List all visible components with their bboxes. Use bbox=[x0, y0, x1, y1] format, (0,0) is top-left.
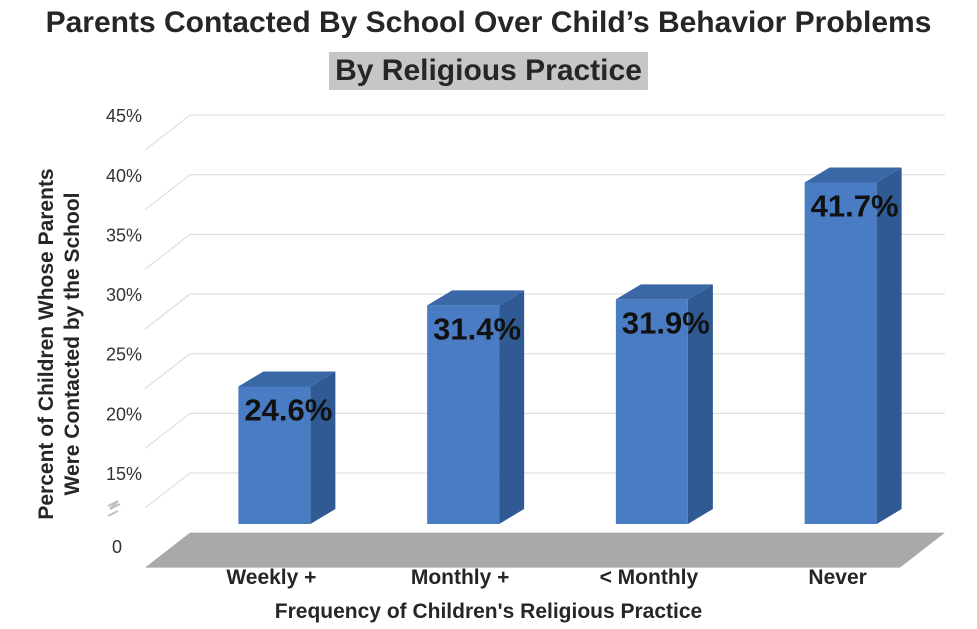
y-axis-label-line1: Percent of Children Whose Parents bbox=[35, 168, 58, 520]
y-axis-label: Percent of Children Whose Parents Were C… bbox=[34, 124, 86, 564]
data-label: 31.4% bbox=[433, 311, 521, 346]
y-origin-label: 0 bbox=[112, 537, 122, 557]
bar-top bbox=[804, 167, 902, 183]
x-tick-label: Weekly + bbox=[226, 566, 316, 589]
x-tick-labels: Weekly + Monthly + < Monthly Never bbox=[226, 566, 866, 589]
chart-floor bbox=[145, 532, 945, 568]
chart-subtitle: By Religious Practice bbox=[329, 52, 648, 90]
bar-side bbox=[499, 290, 525, 524]
y-tick-labels: 15% 20% 25% 30% 35% 40% 45% 0 bbox=[106, 106, 142, 557]
bar-front bbox=[238, 386, 311, 524]
bar-front bbox=[427, 305, 500, 524]
data-label: 41.7% bbox=[811, 188, 899, 223]
y-axis-label-line2: Were Contacted by the School bbox=[61, 192, 84, 496]
bar-top bbox=[238, 371, 336, 387]
gridline-diagonal bbox=[144, 472, 191, 509]
bar: 41.7% bbox=[804, 167, 902, 524]
gridline-diagonal bbox=[144, 234, 191, 270]
data-label: 24.6% bbox=[244, 392, 332, 427]
gridline-diagonal bbox=[144, 412, 191, 449]
gridline-diagonal bbox=[144, 293, 191, 330]
x-tick-label: Monthly + bbox=[411, 566, 510, 589]
y-tick-label: 40% bbox=[106, 166, 142, 186]
axis-break-mark bbox=[107, 500, 121, 517]
x-axis-label: Frequency of Children's Religious Practi… bbox=[274, 600, 703, 623]
data-label: 31.9% bbox=[622, 305, 710, 340]
x-tick-label: < Monthly bbox=[600, 566, 699, 589]
bar: 31.9% bbox=[615, 284, 713, 524]
gridline-diagonal bbox=[144, 353, 191, 390]
y-tick-label: 45% bbox=[106, 106, 142, 126]
gridline-diagonal bbox=[144, 174, 191, 211]
axis-break-icon bbox=[107, 500, 121, 517]
y-tick-label: 35% bbox=[106, 225, 142, 245]
bar-top bbox=[615, 284, 713, 300]
gridline-diagonal bbox=[144, 114, 191, 151]
bar: 31.4% bbox=[427, 290, 525, 524]
bar-side bbox=[876, 167, 902, 524]
x-tick-label: Never bbox=[808, 566, 866, 589]
bar-front bbox=[615, 299, 688, 524]
y-tick-label: 15% bbox=[106, 464, 142, 484]
bar-top bbox=[427, 290, 525, 306]
y-tick-label: 30% bbox=[106, 285, 142, 305]
bar-front bbox=[804, 182, 877, 524]
bar: 24.6% bbox=[238, 371, 336, 524]
y-tick-label: 25% bbox=[106, 345, 142, 365]
chart-title: Parents Contacted By School Over Child’s… bbox=[45, 6, 932, 39]
bar-side bbox=[310, 371, 336, 524]
y-tick-label: 20% bbox=[106, 404, 142, 424]
bar-side bbox=[687, 284, 713, 524]
bars: 24.6% 31.4% 31.9% 41.7% bbox=[238, 167, 902, 524]
